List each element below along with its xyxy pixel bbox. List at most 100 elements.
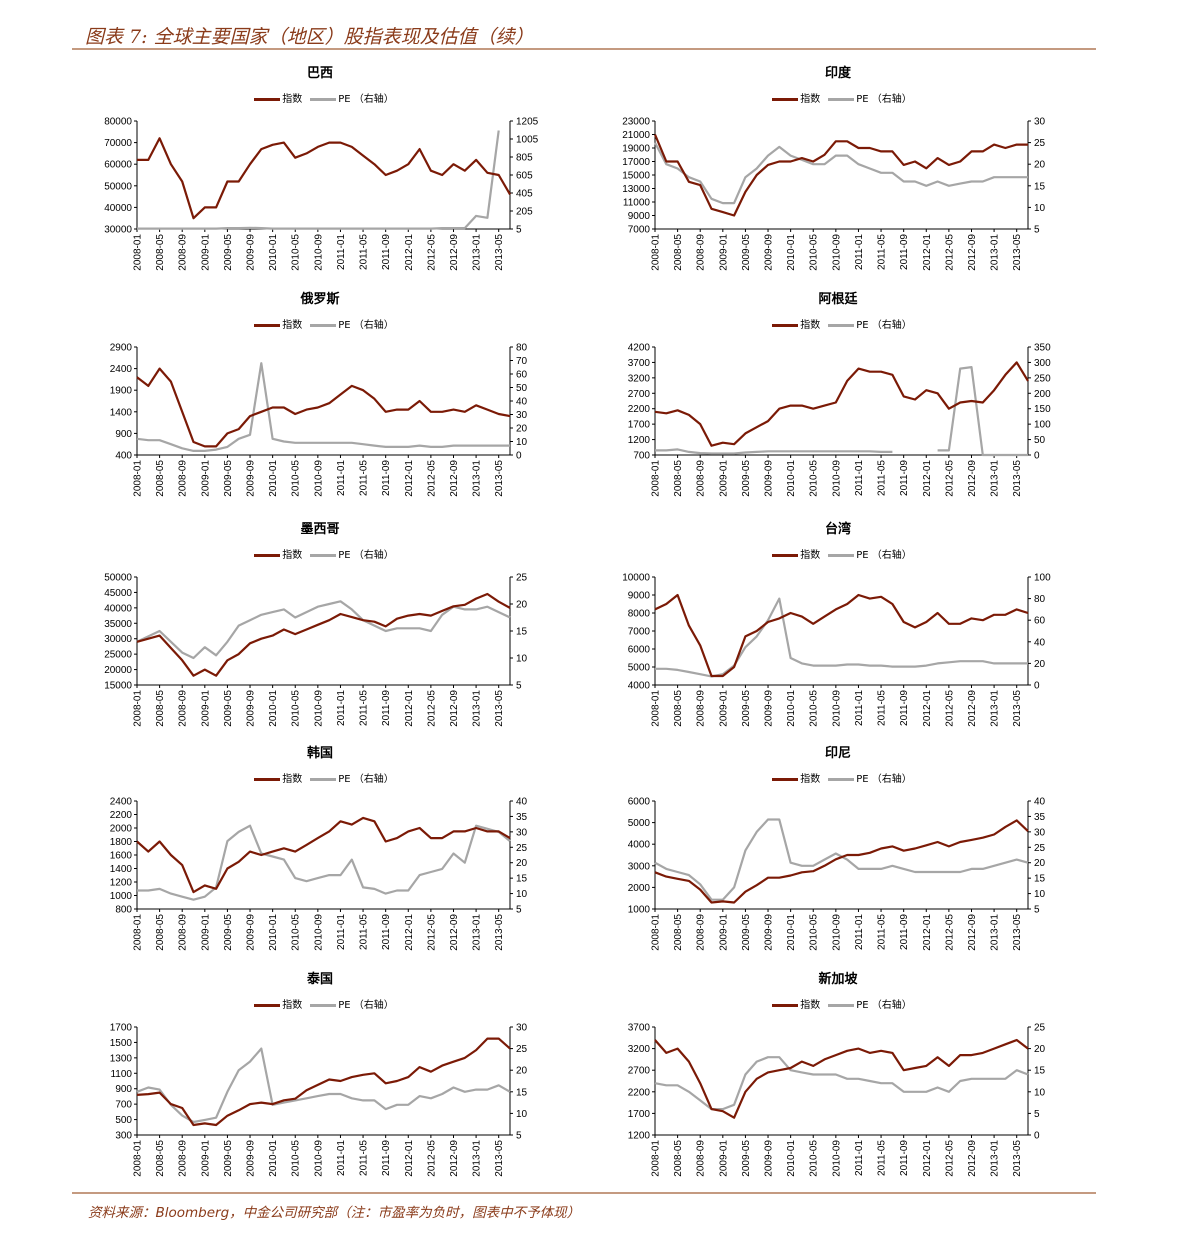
x-tick-label: 2012-01: [922, 690, 933, 727]
chart-svg: 6000500040003000200010004035302520151052…: [628, 797, 1046, 951]
chart-svg: 23000 21000 19000 17000 15000 13000 11000 9000 7…: [622, 117, 1045, 271]
y-tick-label-right: 15: [516, 1087, 528, 1098]
chart-svg: 2900240019001400900400807060504030201002…: [110, 343, 528, 497]
legend-swatch-index: [772, 323, 799, 327]
x-tick-label: 2009-01: [718, 1140, 729, 1177]
legend-swatch-pe: [828, 1003, 855, 1007]
chart-legend: 指数 PE （右轴）: [603, 770, 1073, 785]
legend-swatch-index: [772, 1003, 799, 1007]
chart-legend: 指数 PE （右轴）: [85, 996, 555, 1011]
legend-swatch-pe: [828, 323, 855, 327]
x-tick-label: 2008-05: [155, 1140, 166, 1177]
x-tick-label: 2008-05: [155, 690, 166, 727]
chart-title: 俄罗斯: [300, 292, 340, 307]
y-tick-label-right: 40: [1034, 797, 1046, 808]
y-tick-label-left: 2200: [628, 404, 651, 415]
y-tick-label-left: 9000: [628, 591, 651, 602]
footer-divider: [72, 1192, 1096, 1194]
pe-series-line: [655, 597, 1028, 678]
y-tick-label-left: 700: [115, 1100, 132, 1111]
x-tick-label: 2013-05: [1012, 1140, 1023, 1177]
x-tick-label: 2011-01: [854, 1140, 865, 1176]
y-tick-label-left: 3000: [628, 861, 651, 872]
pe-series-line: [654, 1056, 1029, 1111]
y-tick-label-right: 0: [516, 451, 522, 462]
chart-svg: 50000 45000 40000 35000 30000 25000 20000 15000…: [104, 573, 527, 727]
chart-3: 阿根廷 指数 PE （右轴） 4200 3700 3200 2700 2200 1700 120…: [603, 288, 1123, 523]
x-tick-label: 2013-05: [494, 690, 505, 727]
x-tick-label: 2008-09: [696, 690, 707, 727]
y-tick-label-left: 300: [115, 1131, 132, 1142]
pe-series-line: [655, 366, 1028, 457]
legend-swatch-index: [772, 553, 799, 557]
y-tick-label-right: 250: [1034, 373, 1051, 384]
chart-svg: 3700 3200 2700 2200 1700 1200 25 20 15 10 5 0 2008-0…: [628, 1023, 1046, 1177]
chart-svg: 80000 70000 60000 50000 40000 30000 1205 1005 80…: [104, 117, 538, 271]
y-tick-label-right: 60: [516, 370, 528, 381]
legend-swatch-index: [254, 777, 281, 781]
x-tick-label: 2008-05: [673, 234, 684, 271]
chart-title: 印度: [824, 66, 851, 81]
y-tick-label-left: 35000: [104, 619, 132, 630]
x-tick-label: 2009-01: [200, 690, 211, 727]
legend-label-index: 指数: [800, 1000, 821, 1011]
x-tick-label: 2010-01: [786, 690, 797, 727]
y-tick-label-left: 45000: [104, 588, 132, 599]
x-tick-label: 2012-09: [967, 234, 978, 271]
y-tick-label-right: 10: [516, 437, 528, 448]
y-tick-label-right: 30: [516, 410, 528, 421]
y-tick-label-left: 400: [115, 451, 132, 462]
x-tick-label: 2011-05: [359, 234, 370, 270]
x-tick-label: 2009-01: [200, 1140, 211, 1177]
y-tick-label-right: 150: [1034, 404, 1051, 415]
x-tick-label: 2009-05: [223, 914, 234, 951]
x-tick-label: 2008-01: [133, 234, 144, 271]
x-tick-label: 2009-01: [200, 234, 211, 271]
y-tick-label-left: 1200: [110, 878, 133, 889]
legend-swatch-pe: [310, 777, 337, 781]
y-tick-label-right: 35: [1034, 812, 1046, 823]
legend-swatch-pe: [828, 97, 855, 101]
legend-swatch-index: [772, 777, 799, 781]
x-tick-label: 2008-09: [696, 914, 707, 951]
x-tick-label: 2013-01: [472, 460, 483, 497]
y-tick-label-left: 3700: [628, 358, 651, 369]
x-tick-label: 2010-01: [786, 460, 797, 497]
x-tick-label: 2011-09: [381, 234, 392, 270]
x-tick-label: 2013-05: [494, 234, 505, 271]
y-tick-label-right: 20: [1034, 1044, 1046, 1055]
x-tick-label: 2011-09: [381, 1140, 392, 1176]
x-tick-label: 2008-01: [133, 914, 144, 951]
legend-label-index: 指数: [282, 94, 303, 105]
x-tick-label: 2008-09: [178, 460, 189, 497]
x-tick-label: 2012-09: [967, 460, 978, 497]
y-tick-label-left: 4000: [628, 681, 651, 692]
x-tick-label: 2012-01: [404, 690, 415, 727]
y-tick-label-right: 5: [1034, 905, 1040, 916]
x-tick-label: 2012-05: [426, 914, 437, 951]
x-tick-label: 2008-09: [178, 690, 189, 727]
y-tick-label-right: 30: [1034, 827, 1046, 838]
y-tick-label-left: 500: [115, 1115, 132, 1126]
y-tick-label-right: 805: [516, 153, 533, 164]
y-tick-label-left: 3200: [628, 1044, 651, 1055]
x-tick-label: 2008-01: [651, 234, 662, 271]
chart-legend: 指数 PE （右轴）: [603, 546, 1073, 561]
legend-label-pe: PE （右轴）: [856, 94, 912, 105]
chart-1: 印度 指数 PE （右轴） 23000 21000 19000 17000 15000 130…: [603, 62, 1123, 297]
y-tick-label-right: 40: [516, 797, 528, 808]
x-tick-label: 2010-05: [809, 690, 820, 727]
x-tick-label: 2011-05: [359, 460, 370, 496]
x-tick-label: 2010-09: [313, 1140, 324, 1177]
y-tick-label-left: 2000: [628, 883, 651, 894]
index-series-line: [137, 137, 511, 220]
y-tick-label-right: 200: [1034, 389, 1051, 400]
y-tick-label-right: 25: [1034, 843, 1046, 854]
y-tick-label-left: 21000: [622, 130, 650, 141]
x-tick-label: 2010-01: [268, 690, 279, 727]
x-tick-label: 2009-09: [246, 460, 257, 497]
x-tick-label: 2008-09: [178, 914, 189, 951]
x-tick-label: 2011-01: [336, 690, 347, 726]
y-tick-label-left: 5000: [628, 663, 651, 674]
index-series-line: [654, 1038, 1029, 1119]
